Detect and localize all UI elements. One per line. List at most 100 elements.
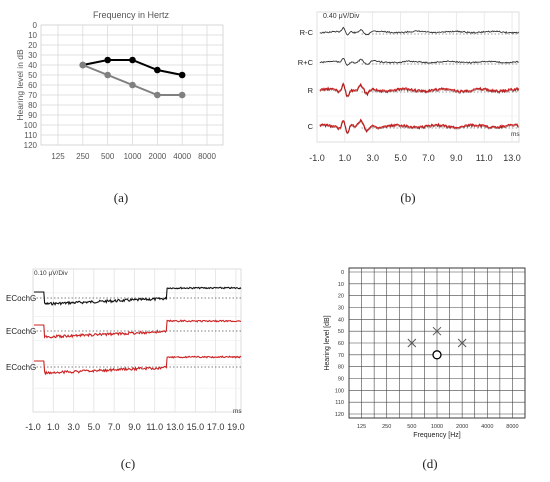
- y-tick-label: 80: [28, 101, 37, 110]
- x-tick-label: 250: [382, 424, 391, 430]
- data-point: [79, 61, 87, 69]
- x-tick-label: 9.0: [450, 153, 463, 163]
- trace-label: ECochG: [6, 327, 36, 336]
- x-tick-label: 15.0: [187, 422, 205, 432]
- data-point: [178, 91, 186, 99]
- cross-stroke: [432, 326, 442, 336]
- abr-waveform-panel: -1.0 1.0 3.0 5.0 7.0 9.0 11.0 13.0 0.40 μV/Div ms…: [275, 0, 550, 210]
- chart-title: Frequency in Hertz: [93, 10, 170, 20]
- waveform-trace: [34, 286, 242, 306]
- y-tick-label: 10: [338, 282, 344, 288]
- y-axis-label: Hearing level in dB: [15, 49, 25, 121]
- cross-stroke: [407, 338, 417, 348]
- waveform-trace: [319, 84, 519, 98]
- unit-label: ms: [233, 408, 242, 415]
- x-tick-label: 125: [51, 152, 65, 161]
- trace-label: R-C: [300, 28, 314, 37]
- cross-stroke: [457, 338, 467, 348]
- scale-label: 0.40 μV/Div: [323, 13, 360, 20]
- data-point: [154, 91, 161, 99]
- y-tick-label: 110: [24, 131, 37, 140]
- scale-label: 0.10 μV/Div: [34, 270, 68, 277]
- caption-c: (c): [120, 456, 136, 471]
- y-tick-label: 60: [28, 81, 37, 90]
- trace-label: C: [308, 122, 314, 131]
- y-tick-label: 20: [28, 41, 37, 50]
- x-tick-label: 11.0: [476, 153, 493, 163]
- x-tick-label: 13.0: [166, 422, 184, 432]
- data-point: [129, 81, 136, 89]
- cross-marker: [407, 338, 417, 348]
- data-point: [104, 56, 111, 64]
- data-point: [154, 66, 161, 74]
- y-tick-label: 120: [24, 141, 38, 150]
- x-tick-label: 17.0: [207, 422, 225, 432]
- y-tick-label: 60: [338, 341, 344, 347]
- waveform-trace: [319, 57, 519, 66]
- x-tick-label: 4000: [481, 424, 493, 430]
- x-tick-label: 11.0: [146, 422, 163, 432]
- audiogram-a-panel: 0 10 20 30 40 50 60 70 80 90 100 110 120 125 250 500 100…: [0, 0, 275, 210]
- x-tick-label: 8000: [506, 424, 518, 430]
- x-tick-label: 5.0: [394, 153, 407, 163]
- y-tick-label: 50: [28, 71, 37, 80]
- y-tick-label: 120: [335, 412, 344, 418]
- caption-a: (a): [113, 190, 129, 205]
- audiogram-d-chart: 0 10 20 30 40 50 60 70 80 90 100 110 120 125 250 500 100…: [324, 267, 526, 439]
- waveform-trace: [319, 82, 520, 97]
- x-tick-label: 3.0: [67, 422, 80, 432]
- caption-d: (d): [422, 456, 438, 471]
- data-point: [104, 71, 111, 79]
- y-tick-label: 30: [338, 306, 344, 312]
- x-tick-label: 5.0: [88, 422, 101, 432]
- x-tick-label: 1000: [124, 152, 142, 161]
- waveform-trace: [34, 355, 242, 376]
- waveform-trace: [319, 120, 519, 135]
- y-tick-label: 110: [335, 400, 344, 406]
- x-tick-label: 8000: [198, 152, 216, 161]
- x-tick-label: 250: [76, 152, 90, 161]
- y-axis-label: Hearing level [dB]: [324, 315, 331, 370]
- y-tick-label: 40: [338, 317, 344, 323]
- abr-waveform-chart: -1.0 1.0 3.0 5.0 7.0 9.0 11.0 13.0 0.40 μV/Div ms…: [298, 11, 521, 163]
- x-tick-label: 1000: [431, 424, 443, 430]
- x-tick-label: -1.0: [309, 153, 325, 163]
- x-tick-label: 9.0: [128, 422, 141, 432]
- trace-label: ECochG: [6, 363, 36, 372]
- y-tick-label: 90: [338, 377, 344, 383]
- trace-label: R: [308, 86, 314, 95]
- cross-marker: [457, 338, 467, 348]
- y-tick-label: 70: [28, 91, 37, 100]
- y-tick-label: 30: [28, 51, 37, 60]
- x-tick-label: -1.0: [25, 422, 41, 432]
- trace-label: R+C: [298, 58, 314, 67]
- x-tick-label: 3.0: [366, 153, 379, 163]
- y-tick-label: 80: [338, 365, 344, 371]
- y-tick-label: 40: [28, 61, 37, 70]
- x-tick-label: 2000: [148, 152, 166, 161]
- caption-b: (b): [400, 190, 416, 205]
- x-tick-label: 125: [357, 424, 366, 430]
- x-tick-label: 2000: [456, 424, 468, 430]
- audiogram-d-panel: 0 10 20 30 40 50 60 70 80 90 100 110 120 125 250 500 100…: [275, 255, 550, 482]
- ecochg-waveform-panel: -1.0 1.0 3.0 5.0 7.0 9.0 11.0 13.0 15.0 17.0 19.0 0…: [0, 255, 275, 482]
- x-tick-label: 19.0: [227, 422, 245, 432]
- waveform-trace: [34, 319, 241, 339]
- x-tick-label: 4000: [173, 152, 191, 161]
- x-tick-label: 1.0: [47, 422, 60, 432]
- trace-label: ECochG: [6, 294, 36, 303]
- x-tick-label: 7.0: [422, 153, 435, 163]
- circle-marker: [432, 350, 442, 360]
- x-tick-label: 500: [101, 152, 115, 161]
- y-tick-label: 50: [338, 329, 344, 335]
- ecochg-waveform-chart: -1.0 1.0 3.0 5.0 7.0 9.0 11.0 13.0 15.0 17.0 19.0 0…: [6, 268, 245, 432]
- x-axis-label: Frequency [Hz]: [413, 432, 461, 439]
- x-tick-label: 500: [407, 424, 416, 430]
- x-tick-label: 7.0: [108, 422, 121, 432]
- y-tick-label: 0: [341, 270, 344, 276]
- y-tick-label: 0: [33, 21, 38, 30]
- y-tick-label: 100: [24, 121, 38, 130]
- waveform-trace: [319, 118, 519, 134]
- y-tick-label: 100: [335, 388, 344, 394]
